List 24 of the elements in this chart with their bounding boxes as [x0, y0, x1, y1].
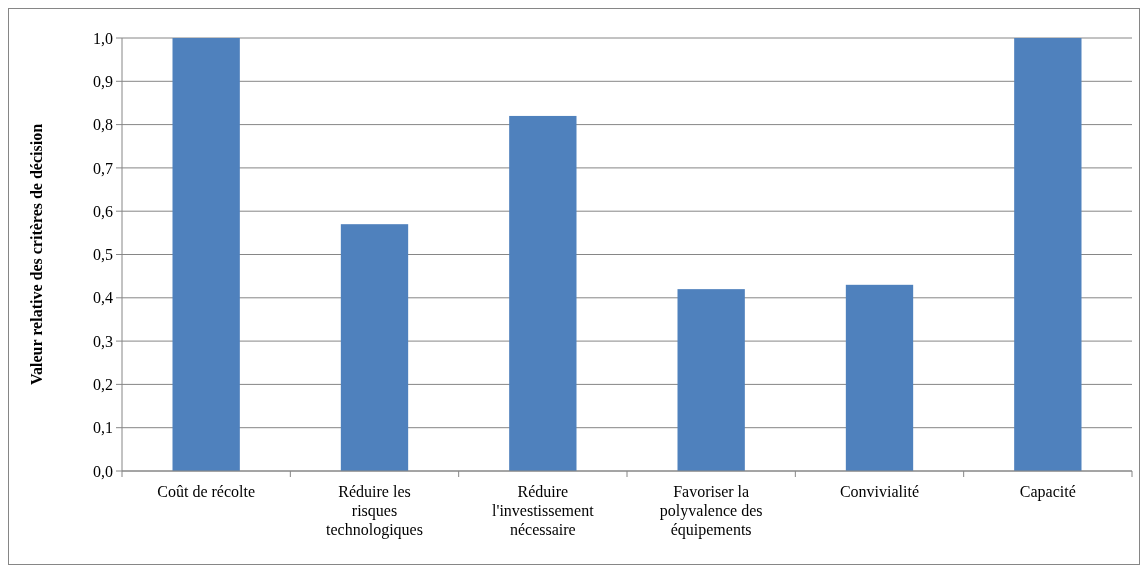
- x-tick-label: Convivialité: [839, 483, 920, 500]
- x-tick-label: Favoriser la polyvalence des équipements: [659, 483, 763, 539]
- x-tick-label: Capacité: [1019, 483, 1076, 501]
- bar: [1014, 38, 1082, 471]
- y-tick-label: 0,8: [93, 116, 113, 134]
- y-tick-label: 0,7: [93, 159, 113, 177]
- y-tick-label: 0,4: [93, 289, 113, 307]
- y-tick-label: 0,5: [93, 246, 113, 264]
- y-tick-label: 1,0: [93, 29, 113, 47]
- bar: [677, 289, 745, 471]
- y-tick-label: 0,0: [93, 462, 113, 480]
- x-tick-label: Coût de récolte: [157, 483, 256, 500]
- y-tick-label: 0,1: [93, 419, 113, 437]
- y-tick-label: 0,9: [93, 72, 113, 90]
- bar: [340, 224, 409, 471]
- y-tick-label: 0,2: [93, 376, 113, 393]
- x-tick-label: Réduire les risques technologiques: [326, 483, 423, 539]
- y-axis-title: Valeur relative des critères de décision: [28, 123, 45, 386]
- bar: [845, 284, 914, 471]
- y-tick-label: 0,3: [93, 332, 113, 350]
- y-tick-label: 0,6: [93, 202, 113, 220]
- bar: [172, 38, 240, 471]
- x-tick-label: Réduire l'investissement nécessaire: [492, 483, 595, 538]
- bar: [509, 115, 577, 471]
